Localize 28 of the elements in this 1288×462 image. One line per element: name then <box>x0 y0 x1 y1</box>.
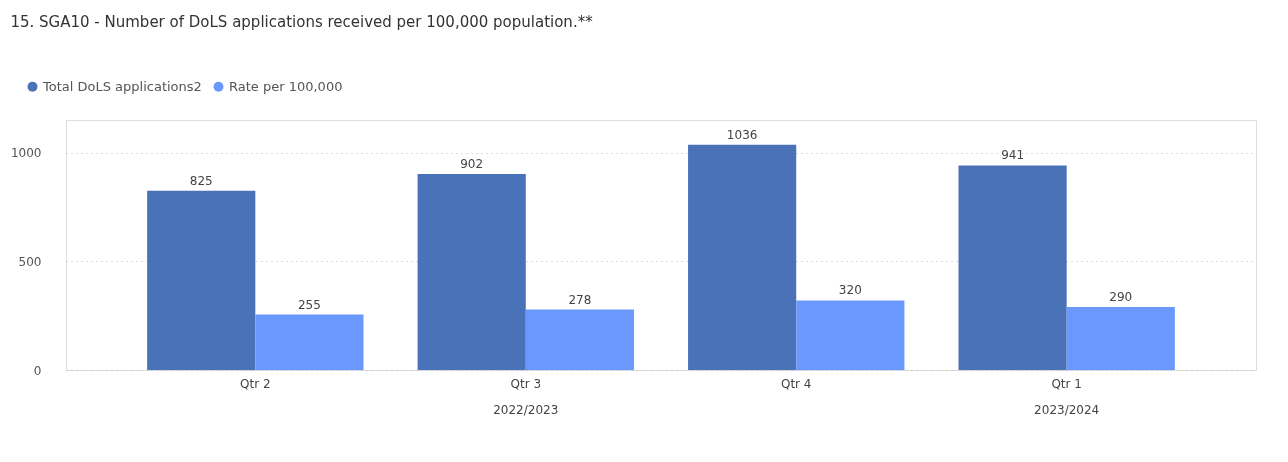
bar <box>417 173 526 370</box>
legend-label: Rate per 100,000 <box>229 78 343 94</box>
y-tick-label: 1000 <box>10 146 42 161</box>
y-tick-label: 500 <box>18 254 42 269</box>
bar <box>147 190 256 370</box>
bar <box>796 300 905 370</box>
bar <box>958 165 1067 370</box>
x-tick-label: Qtr 2 <box>240 376 271 391</box>
data-label: 320 <box>838 283 862 298</box>
data-label: 825 <box>189 173 213 188</box>
x-tick-label: Qtr 4 <box>780 376 812 391</box>
bar <box>525 309 634 370</box>
y-tick-label: 0 <box>33 363 42 378</box>
text: 2022/2023 <box>493 403 559 417</box>
data-label: 278 <box>568 292 592 307</box>
text: 2023/2024 <box>1034 403 1100 417</box>
x-tick-label: Qtr 1 <box>1051 376 1082 391</box>
data-label: 1036 <box>726 127 758 142</box>
data-label: 902 <box>460 156 484 171</box>
data-label: 290 <box>1109 289 1133 304</box>
bar <box>1066 306 1175 370</box>
x-tick-label: Qtr 3 <box>510 376 542 391</box>
chart-title: 15. SGA10 - Number of DoLS applications received per 100,000 population.** <box>10 13 594 31</box>
data-label: 255 <box>297 297 321 312</box>
legend-label: Total DoLS applications2 <box>42 78 202 94</box>
data-label: 941 <box>1001 148 1025 163</box>
bar <box>255 314 364 370</box>
bar <box>688 144 797 370</box>
